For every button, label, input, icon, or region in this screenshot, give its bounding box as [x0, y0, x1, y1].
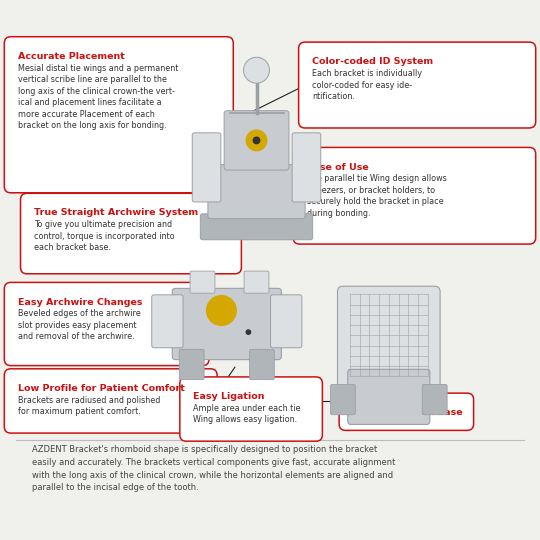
FancyBboxPatch shape	[299, 42, 536, 128]
FancyBboxPatch shape	[271, 295, 302, 348]
FancyBboxPatch shape	[208, 165, 305, 219]
Text: 80 gauge mesh base: 80 gauge mesh base	[353, 408, 462, 417]
FancyBboxPatch shape	[190, 271, 215, 293]
FancyBboxPatch shape	[293, 147, 536, 244]
Text: Each bracket is individually
color-coded for easy ide-
ntification.: Each bracket is individually color-coded…	[312, 69, 422, 101]
FancyBboxPatch shape	[172, 288, 281, 360]
FancyBboxPatch shape	[200, 214, 313, 240]
FancyBboxPatch shape	[4, 282, 209, 366]
FancyBboxPatch shape	[249, 349, 274, 380]
Text: Brackets are radiused and polished
for maximum patient comfort.: Brackets are radiused and polished for m…	[18, 396, 160, 416]
Text: Low Profile for Patient Comfort: Low Profile for Patient Comfort	[18, 384, 185, 393]
Text: Ease of Use: Ease of Use	[307, 163, 368, 172]
FancyBboxPatch shape	[4, 369, 217, 433]
Text: The parallel tie Wing design allows
tweezers, or bracket holders, to
securely ho: The parallel tie Wing design allows twee…	[307, 174, 447, 218]
FancyBboxPatch shape	[192, 133, 221, 202]
Text: Ample area under each tie
Wing allows easy ligation.: Ample area under each tie Wing allows ea…	[193, 404, 301, 424]
Text: To give you ultimate precision and
control, torque is incorporated into
each bra: To give you ultimate precision and contr…	[34, 220, 174, 252]
FancyBboxPatch shape	[179, 349, 204, 380]
Text: True Straight Archwire System: True Straight Archwire System	[34, 208, 198, 218]
Ellipse shape	[246, 130, 267, 151]
Ellipse shape	[253, 137, 260, 144]
FancyBboxPatch shape	[339, 393, 474, 430]
FancyBboxPatch shape	[330, 384, 355, 415]
Text: Accurate Placement: Accurate Placement	[18, 52, 125, 61]
FancyBboxPatch shape	[4, 37, 233, 193]
Ellipse shape	[244, 57, 269, 83]
FancyBboxPatch shape	[152, 295, 183, 348]
Text: AZDENT Bracket's rhomboid shape is specifically designed to position the bracket: AZDENT Bracket's rhomboid shape is speci…	[32, 446, 396, 492]
Ellipse shape	[206, 295, 236, 325]
Text: Beveled edges of the archwire
slot provides easy placement
and removal of the ar: Beveled edges of the archwire slot provi…	[18, 309, 140, 341]
FancyBboxPatch shape	[338, 286, 440, 389]
FancyBboxPatch shape	[21, 193, 241, 274]
FancyBboxPatch shape	[244, 271, 269, 293]
FancyBboxPatch shape	[224, 111, 289, 170]
FancyBboxPatch shape	[348, 369, 430, 424]
Text: Easy Archwire Changes: Easy Archwire Changes	[18, 298, 143, 307]
Text: Color-coded ID System: Color-coded ID System	[312, 57, 433, 66]
FancyBboxPatch shape	[422, 384, 447, 415]
Text: Easy Ligation: Easy Ligation	[193, 392, 265, 401]
FancyBboxPatch shape	[180, 377, 322, 441]
Text: Mesial distal tie wings and a permanent
vertical scribe line are parallel to the: Mesial distal tie wings and a permanent …	[18, 64, 178, 130]
Ellipse shape	[246, 330, 251, 334]
FancyBboxPatch shape	[292, 133, 321, 202]
